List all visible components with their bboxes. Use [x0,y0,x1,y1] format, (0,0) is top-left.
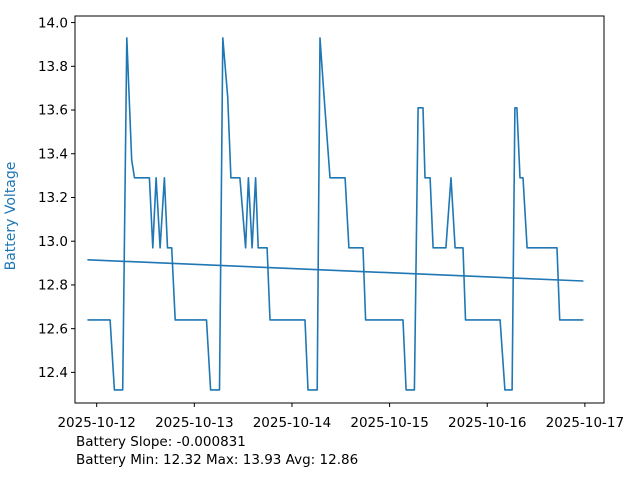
x-tick-label: 2025-10-13 [155,415,233,431]
x-tick-label: 2025-10-17 [546,415,624,431]
y-tick-label: 13.2 [38,190,68,206]
battery-trend-line [87,258,584,282]
annotation-battery-slope: Battery Slope: -0.000831 [76,434,246,450]
y-tick-label: 12.6 [38,321,68,337]
x-tick-label: 2025-10-14 [253,415,331,431]
x-tick-label: 2025-10-15 [350,415,428,431]
x-tick-label: 2025-10-12 [57,415,135,431]
y-tick-label: 14.0 [38,15,68,31]
y-tick-label: 13.4 [38,146,68,162]
y-axis-label: Battery Voltage [3,162,19,271]
annotation-battery-minmax: Battery Min: 12.32 Max: 13.93 Avg: 12.86 [76,452,358,468]
y-tick-label: 12.8 [38,278,68,294]
y-tick-label: 13.8 [38,59,68,75]
chart-generated-layer: 12.4 12.6 12.8 13.0 13.2 13.4 13.6 13.8 14.0 2025… [38,15,624,431]
x-tick-label: 2025-10-16 [448,415,526,431]
battery-voltage-line [87,37,584,391]
y-tick-label: 13.0 [38,234,68,250]
y-tick-label: 13.6 [38,103,68,119]
y-tick-label: 12.4 [38,365,68,381]
